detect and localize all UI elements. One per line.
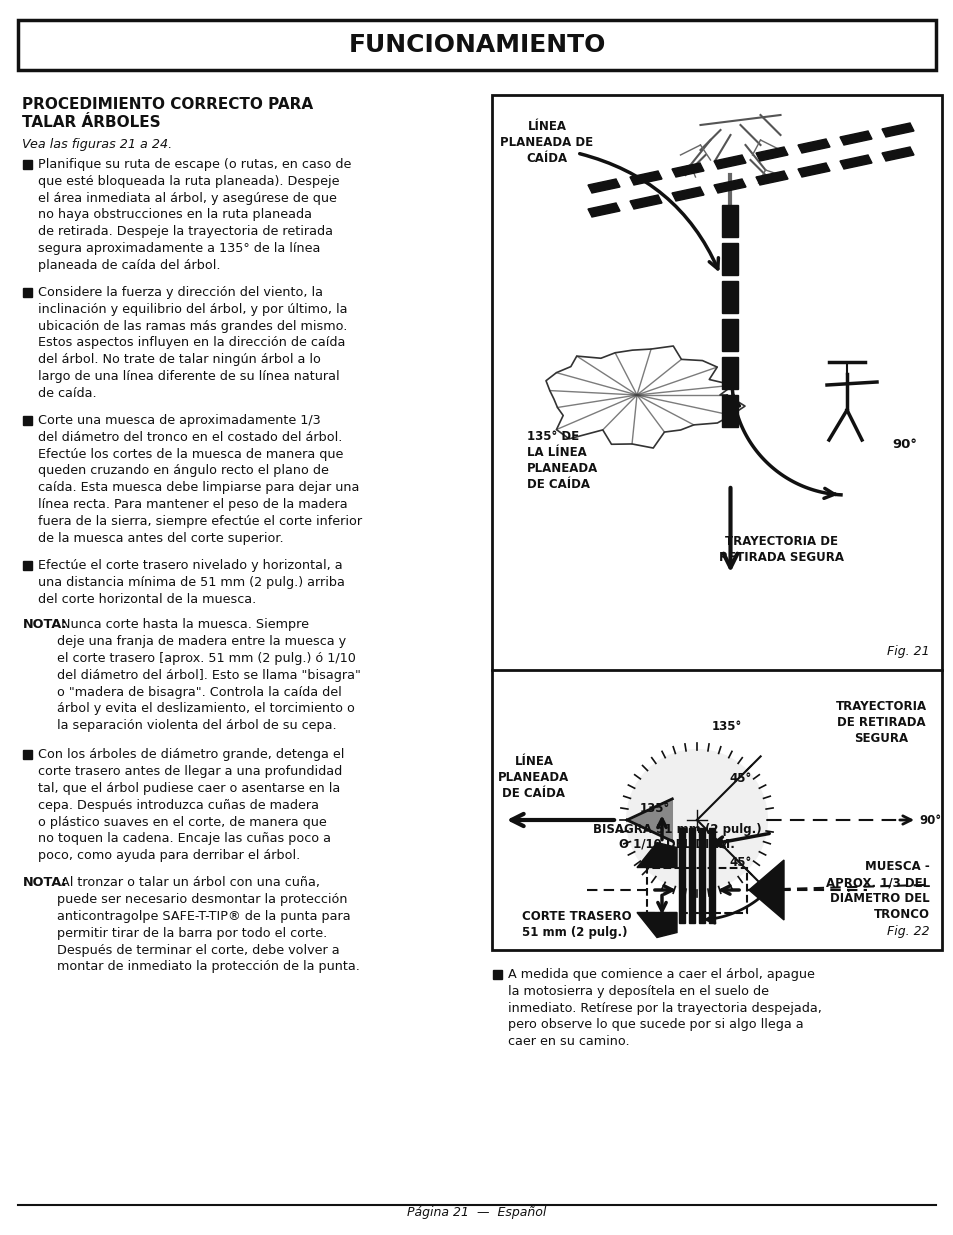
Text: A medida que comience a caer el árbol, apague
la motosierra y deposítela en el s: A medida que comience a caer el árbol, a… [507,968,821,1049]
Text: MUESCA -
APROX. 1/3 DEL
DIÁMETRO DEL
TRONCO: MUESCA - APROX. 1/3 DEL DIÁMETRO DEL TRO… [825,860,929,921]
Circle shape [832,336,861,364]
Bar [492,95,941,950]
Circle shape [626,750,766,890]
Bar [23,751,32,760]
Text: Fig. 21: Fig. 21 [886,645,929,658]
Text: Nunca corte hasta la muesca. Siempre
deje una franja de madera entre la muesca y: Nunca corte hasta la muesca. Siempre dej… [57,619,360,732]
Polygon shape [671,163,703,177]
Polygon shape [587,203,619,217]
Text: TRAYECTORIA
DE RETIRADA
SEGURA: TRAYECTORIA DE RETIRADA SEGURA [835,700,926,745]
Text: BISAGRA 51 mm (2 pulg.)
O 1/10 DEL DIÁM.: BISAGRA 51 mm (2 pulg.) O 1/10 DEL DIÁM. [592,823,760,852]
Text: PROCEDIMIENTO CORRECTO PARA: PROCEDIMIENTO CORRECTO PARA [22,98,313,112]
Text: Considere la fuerza y dirección del viento, la
inclinación y equilibrio del árbo: Considere la fuerza y dirección del vien… [38,287,347,400]
Polygon shape [708,827,714,923]
Text: TRAYECTORIA DE
RETIRADA SEGURA: TRAYECTORIA DE RETIRADA SEGURA [719,535,843,564]
Text: Corte una muesca de aproximadamente 1/3
del diámetro del tronco en el costado de: Corte una muesca de aproximadamente 1/3 … [38,414,362,545]
Polygon shape [882,124,913,137]
Text: 135° DE
LA LÍNEA
PLANEADA
DE CAÍDA: 135° DE LA LÍNEA PLANEADA DE CAÍDA [526,430,598,492]
Polygon shape [797,163,829,177]
Bar [646,867,746,913]
Text: CORTE TRASERO
51 mm (2 pulg.): CORTE TRASERO 51 mm (2 pulg.) [521,910,631,939]
Text: 45°: 45° [728,856,750,868]
Text: Página 21  —  Español: Página 21 — Español [407,1207,546,1219]
Polygon shape [626,799,672,841]
Polygon shape [671,186,703,201]
Polygon shape [637,842,677,867]
Bar [23,161,32,169]
Text: Vea las figuras 21 a 24.: Vea las figuras 21 a 24. [22,138,172,151]
Text: 45°: 45° [728,772,750,784]
Polygon shape [840,156,871,169]
Polygon shape [679,827,684,923]
Text: 135°: 135° [711,720,741,734]
Polygon shape [721,319,738,351]
Text: Al tronzar o talar un árbol con una cuña,
puede ser necesario desmontar la prote: Al tronzar o talar un árbol con una cuña… [57,877,359,973]
Polygon shape [721,357,738,389]
Text: NOTA:: NOTA: [23,619,68,631]
Text: Fig. 22: Fig. 22 [886,925,929,939]
Bar [18,20,935,70]
Polygon shape [637,913,677,937]
Bar [23,561,32,571]
Text: Efectúe el corte trasero nivelado y horizontal, a
una distancia mínima de 51 mm : Efectúe el corte trasero nivelado y hori… [38,559,345,605]
Text: LÍNEA
PLANEADA DE
CAÍDA: LÍNEA PLANEADA DE CAÍDA [500,120,593,165]
Text: 90°: 90° [918,814,941,826]
Polygon shape [629,195,661,209]
Polygon shape [713,179,745,193]
Polygon shape [721,282,738,312]
Text: Con los árboles de diámetro grande, detenga el
corte trasero antes de llegar a u: Con los árboles de diámetro grande, dete… [38,748,344,862]
Polygon shape [748,860,783,920]
Polygon shape [688,827,695,923]
Polygon shape [699,827,704,923]
Text: LÍNEA
PLANEADA
DE CAÍDA: LÍNEA PLANEADA DE CAÍDA [497,755,569,800]
Polygon shape [797,140,829,153]
Text: Planifique su ruta de escape (o rutas, en caso de
que esté bloqueada la ruta pla: Planifique su ruta de escape (o rutas, e… [38,158,351,272]
Polygon shape [629,170,661,185]
Polygon shape [721,395,738,427]
Polygon shape [721,205,738,237]
Bar [23,416,32,425]
Polygon shape [882,147,913,161]
Text: FUNCIONAMIENTO: FUNCIONAMIENTO [348,33,605,57]
Bar [23,288,32,296]
Polygon shape [721,243,738,275]
Text: 135°: 135° [639,802,669,815]
Bar [493,969,501,979]
Text: 90°: 90° [891,438,916,452]
Text: NOTA:: NOTA: [23,877,68,889]
Polygon shape [755,170,787,185]
Polygon shape [713,156,745,169]
Polygon shape [840,131,871,144]
Polygon shape [755,147,787,161]
Polygon shape [587,179,619,193]
Text: TALAR ÁRBOLES: TALAR ÁRBOLES [22,115,160,130]
